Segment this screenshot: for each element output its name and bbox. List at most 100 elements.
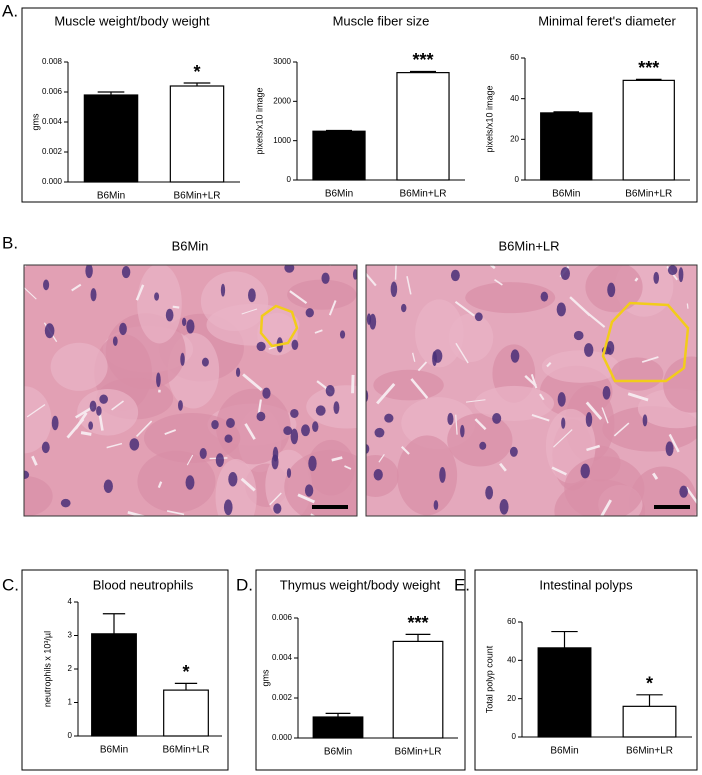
nucleus [369, 313, 377, 330]
fiber-boundary [297, 493, 316, 504]
fiber-boundary [406, 276, 412, 295]
panel-label: C. [2, 575, 19, 594]
fiber-boundary [455, 414, 458, 435]
x-tick-label: B6Min+LR [174, 191, 221, 202]
fiber [610, 357, 664, 391]
fiber [137, 450, 216, 513]
nucleus [228, 471, 238, 487]
y-tick-label: 40 [507, 655, 516, 664]
nucleus [256, 411, 266, 422]
nucleus [665, 441, 674, 457]
nucleus [585, 412, 593, 427]
fiber-boundary [454, 301, 475, 317]
fiber-boundary [530, 373, 538, 389]
y-tick-label: 0.000 [272, 733, 293, 742]
nucleus [256, 341, 266, 352]
fiber-boundary [269, 492, 282, 506]
fiber [306, 385, 357, 429]
chart-title: Blood neutrophils [93, 577, 194, 592]
fiber-boundary [641, 356, 659, 363]
fiber-boundary [257, 399, 262, 415]
fiber [284, 449, 357, 516]
fiber-boundary [613, 422, 630, 437]
nucleus [226, 418, 235, 428]
y-tick-label: 20 [510, 134, 519, 143]
nucleus [44, 323, 55, 339]
fiber-boundary [164, 429, 177, 435]
fiber [137, 265, 182, 344]
error-bar [409, 70, 437, 73]
histology-image [24, 265, 357, 516]
y-axis-label: pixels/x10 image [484, 85, 494, 152]
x-tick-label: B6Min [97, 191, 125, 202]
y-tick-label: 0.008 [42, 57, 63, 66]
nucleus [561, 417, 566, 429]
nucleus [24, 470, 30, 479]
bar [312, 130, 366, 181]
fiber-boundary [494, 279, 503, 286]
fiber [287, 279, 357, 310]
fiber-boundary [98, 413, 104, 431]
nucleus [374, 427, 385, 438]
fiber-boundary [600, 499, 612, 516]
fiber-boundary [135, 284, 145, 301]
nucleus [119, 322, 127, 336]
nucleus [43, 279, 50, 291]
fiber-boundary [465, 399, 486, 403]
bar [622, 705, 677, 738]
y-tick-label: 60 [507, 617, 516, 626]
panel-label: E. [454, 575, 470, 594]
chart-title: Minimal feret's diameter [538, 13, 676, 28]
fiber-boundary [668, 433, 680, 453]
error-bar [551, 630, 578, 648]
fiber-boundary [242, 373, 263, 392]
fiber-boundary [401, 446, 410, 455]
fiber-boundary [455, 342, 469, 364]
chart-title: Thymus weight/body weight [280, 577, 441, 592]
fiber-boundary [24, 286, 37, 300]
fiber-boundary [586, 444, 601, 452]
fiber-boundary [410, 378, 429, 399]
fiber [24, 475, 53, 516]
fiber-boundary [26, 404, 46, 418]
bar [163, 689, 209, 737]
nucleus [479, 441, 487, 450]
nucleus [556, 302, 566, 317]
x-tick-label: B6Min+LR [395, 747, 442, 758]
nucleus [286, 468, 292, 478]
fiber-boundary [127, 511, 147, 516]
nucleus [653, 271, 660, 284]
fiber-boundary [328, 300, 337, 316]
nucleus [557, 392, 566, 407]
panel-a-box [21, 7, 698, 203]
fiber [50, 342, 108, 391]
fiber-boundary [111, 400, 124, 411]
fiber-boundary [499, 462, 507, 472]
fiber [396, 435, 458, 516]
y-axis-label: Total polyp count [484, 645, 494, 713]
nucleus [90, 288, 97, 302]
fiber-boundary [24, 265, 27, 267]
fiber-boundary [106, 442, 123, 449]
fiber-boundary [553, 429, 573, 448]
bar [540, 112, 593, 181]
fiber-boundary [686, 303, 689, 309]
fiber-boundary [569, 296, 591, 317]
nucleus [112, 336, 118, 346]
error-bar [174, 682, 198, 691]
fiber-outline [259, 304, 299, 348]
y-tick-label: 60 [510, 53, 519, 62]
bar [83, 94, 139, 183]
nucleus [185, 475, 195, 490]
fiber-boundary [268, 345, 278, 350]
fiber-boundary [331, 456, 343, 462]
nucleus [474, 312, 483, 322]
significance: * [193, 62, 200, 82]
nucleus [325, 385, 335, 397]
nucleus [291, 339, 299, 350]
fiber-boundary [539, 393, 545, 401]
bar [312, 716, 364, 739]
nucleus [103, 479, 113, 493]
panel-label: D. [236, 575, 253, 594]
fiber-boundary [241, 308, 258, 315]
